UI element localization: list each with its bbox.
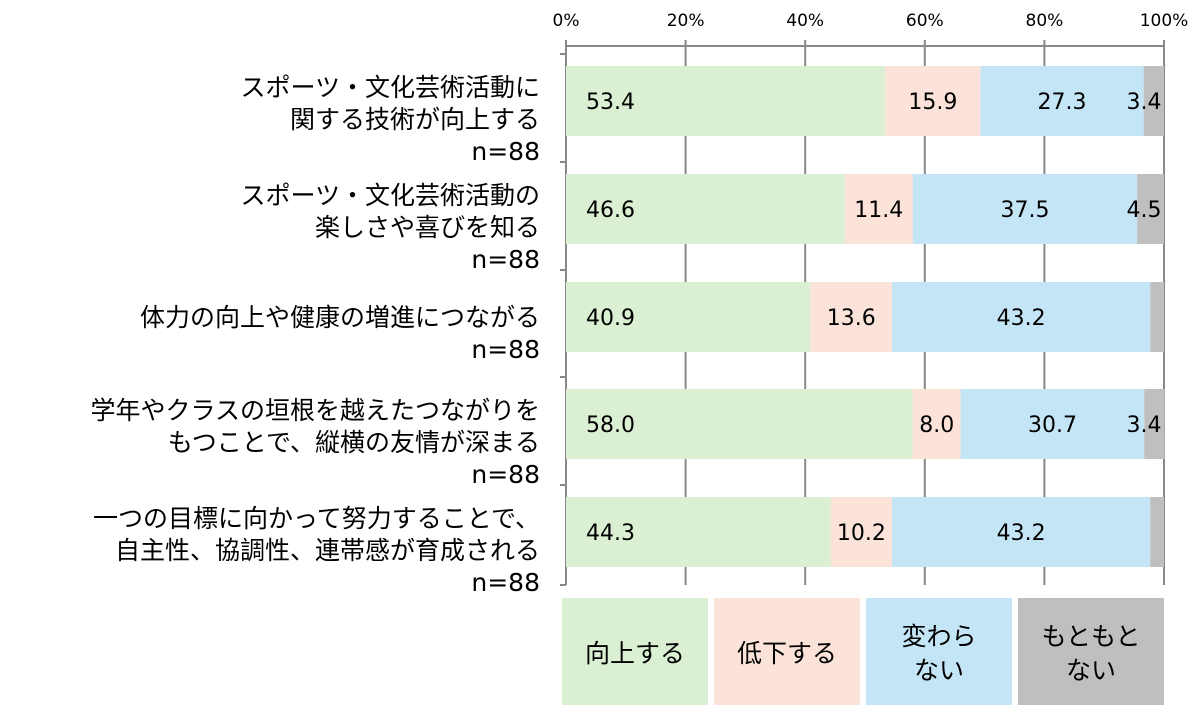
bar-segment xyxy=(1137,174,1164,244)
bar-segment xyxy=(566,389,913,459)
bar-segment xyxy=(830,497,892,567)
bar-segment xyxy=(885,66,981,136)
data-label: 40.9 xyxy=(586,306,635,331)
x-tick-label: 40% xyxy=(786,11,824,31)
x-tick-label: 60% xyxy=(906,11,944,31)
bar-segment xyxy=(980,66,1144,136)
legend-label: ない xyxy=(914,656,964,685)
category-label: スポーツ・文化芸術活動の xyxy=(240,181,540,210)
bar-segment xyxy=(912,174,1138,244)
data-label: 10.2 xyxy=(837,521,886,546)
legend-item xyxy=(866,598,1012,705)
data-label: 4.5 xyxy=(1127,198,1162,223)
category-label: 関する技術が向上する xyxy=(290,105,540,134)
data-label: 44.3 xyxy=(586,521,635,546)
bar-segment xyxy=(566,174,845,244)
data-label: 3.4 xyxy=(1127,413,1162,438)
data-label: 58.0 xyxy=(586,413,635,438)
legend-label: 向上する xyxy=(585,639,685,668)
bar-segment xyxy=(566,282,811,352)
legend-item xyxy=(1018,598,1164,705)
category-label: もつことで、縦横の友情が深まる xyxy=(168,428,540,457)
data-label: 43.2 xyxy=(997,521,1046,546)
category-label: n=88 xyxy=(471,568,540,597)
bar-segment xyxy=(891,282,1151,352)
category-label: 学年やクラスの垣根を越えたつながりを xyxy=(90,396,540,425)
legend-label: 変わら xyxy=(901,622,976,651)
category-label: n=88 xyxy=(471,335,540,364)
x-tick-label: 0% xyxy=(553,11,580,31)
bar-segment xyxy=(566,66,886,136)
data-label: 13.6 xyxy=(827,306,876,331)
bar-segment xyxy=(566,497,831,567)
bar-segment xyxy=(960,389,1145,459)
legend-item xyxy=(714,598,860,705)
x-tick-label: 20% xyxy=(667,11,705,31)
category-label: 一つの目標に向かって努力することで、 xyxy=(93,504,540,533)
bar-segment xyxy=(912,389,961,459)
bar-segment xyxy=(844,174,913,244)
bar-segment xyxy=(810,282,892,352)
data-label: 8.0 xyxy=(919,413,954,438)
bar-segment xyxy=(1143,66,1164,136)
category-label: 楽しさや喜びを知る xyxy=(315,213,540,242)
legend-item xyxy=(562,598,708,705)
category-label: n=88 xyxy=(471,137,540,166)
legend-label: ない xyxy=(1066,656,1116,685)
bar-segment xyxy=(1150,497,1164,567)
data-label: 27.3 xyxy=(1038,90,1087,115)
bar-segment xyxy=(891,497,1151,567)
data-label: 11.4 xyxy=(854,198,903,223)
legend-label: 低下する xyxy=(737,639,837,668)
data-label: 37.5 xyxy=(1000,198,1049,223)
bar-segment xyxy=(1150,282,1164,352)
bar-segment xyxy=(1144,389,1165,459)
category-label: 体力の向上や健康の増進につながる xyxy=(140,303,540,332)
data-label: 43.2 xyxy=(997,306,1046,331)
data-label: 53.4 xyxy=(586,90,635,115)
data-label: 3.4 xyxy=(1127,90,1162,115)
data-label: 30.7 xyxy=(1028,413,1077,438)
data-label: 46.6 xyxy=(586,198,635,223)
x-tick-label: 80% xyxy=(1026,11,1064,31)
category-label: n=88 xyxy=(471,460,540,489)
category-label: 自主性、協調性、連帯感が育成される xyxy=(115,536,540,565)
category-label: n=88 xyxy=(471,245,540,274)
x-tick-label: 100% xyxy=(1140,11,1189,31)
legend-label: もともと xyxy=(1041,622,1140,651)
data-label: 15.9 xyxy=(908,90,957,115)
category-label: スポーツ・文化芸術活動に xyxy=(240,73,540,102)
